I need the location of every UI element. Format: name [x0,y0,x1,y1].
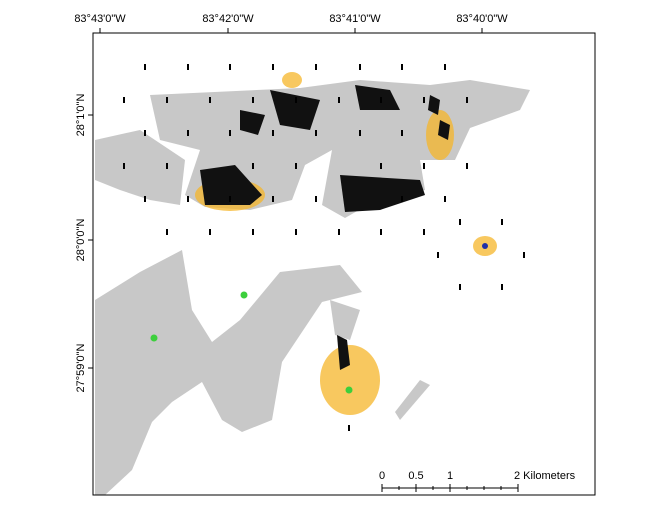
scale-label: 2 Kilometers [514,470,576,482]
longitude-label: 83°41'0"W [329,13,381,25]
graticule-labels: 83°43'0"W 83°42'0"W 83°41'0"W 83°40'0"W 28°1… [74,13,508,392]
sample-dashes [123,64,525,431]
latitude-label: 28°0'0"N [75,219,87,262]
longitude-label: 83°42'0"W [202,13,254,25]
longitude-label: 83°40'0"W [456,13,508,25]
scale-label: 1 [447,470,453,482]
scale-label: 0.5 [408,470,423,482]
scale-label: 0 [379,470,385,482]
longitude-label: 83°43'0"W [74,13,126,25]
map-frame [92,32,596,496]
latitude-label: 27°59'0"N [75,343,87,392]
latitude-label: 28°1'0"N [75,94,87,137]
dense-areas [200,85,450,370]
land [95,80,530,495]
points [150,243,488,394]
scale-bar: 0 0.5 1 2 Kilometers [379,470,576,492]
